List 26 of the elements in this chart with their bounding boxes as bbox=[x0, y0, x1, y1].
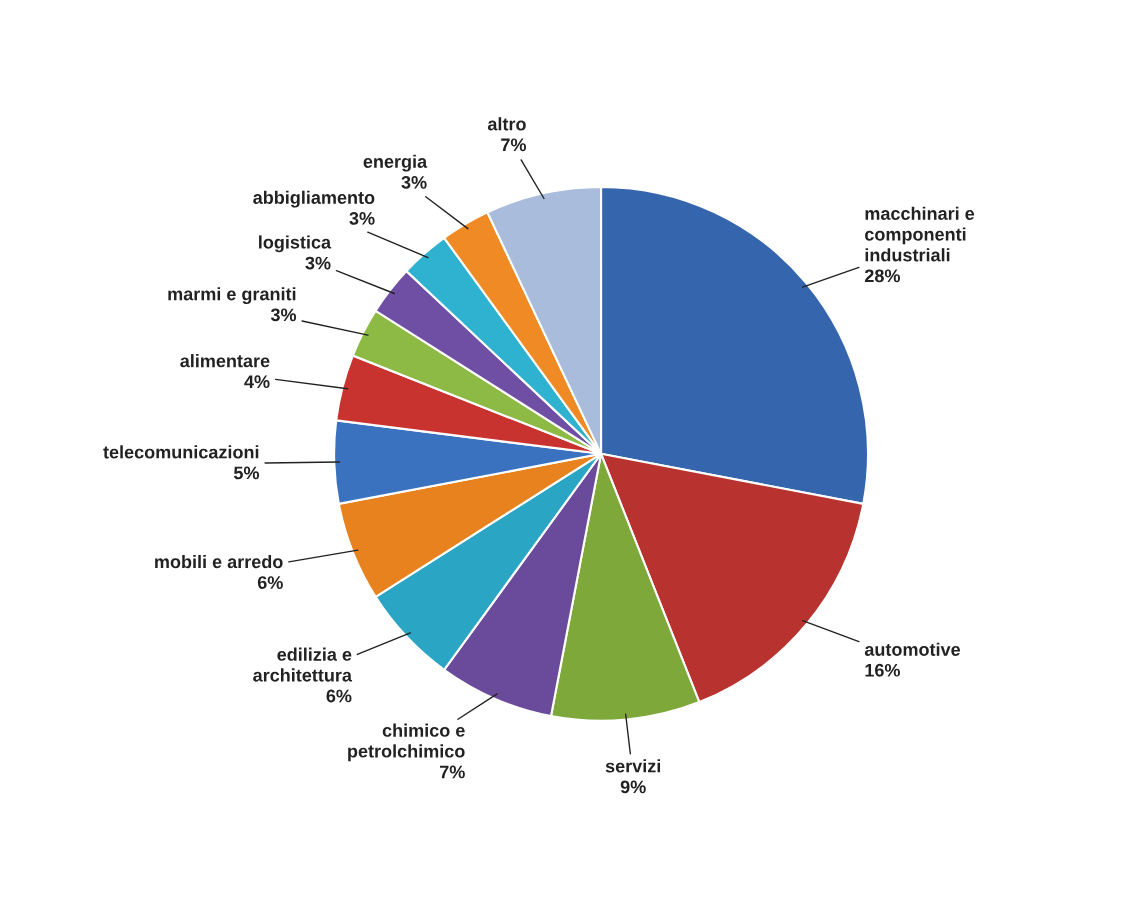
data-label: 3% bbox=[401, 175, 427, 189]
data-label: 9% bbox=[620, 780, 646, 794]
slice-label: chimico e petrolchimico bbox=[348, 723, 465, 762]
slice-label: alimentare bbox=[180, 354, 270, 368]
data-label: 6% bbox=[257, 576, 283, 589]
data-label: 16% bbox=[865, 663, 900, 677]
slice-label: telecomunicazioni bbox=[103, 445, 259, 459]
slice-label: logistica bbox=[259, 235, 332, 253]
slice-label: servizi bbox=[605, 759, 661, 773]
slice-label: abbigliamento bbox=[253, 190, 375, 208]
slice-label: automotive bbox=[864, 642, 961, 656]
slice-label: mobili e arredo bbox=[155, 554, 283, 569]
data-label: 7% bbox=[501, 138, 527, 152]
slice-label: altro bbox=[487, 117, 526, 131]
data-label: 6% bbox=[326, 689, 352, 703]
slice-label: energia bbox=[363, 154, 428, 172]
slice-label: edilizia e architettura bbox=[253, 647, 353, 682]
data-label: 3% bbox=[305, 256, 331, 270]
data-label: 7% bbox=[440, 765, 465, 779]
data-label: 28% bbox=[864, 269, 900, 283]
slice-label: macchinari e componenti industriali bbox=[865, 206, 975, 262]
data-label: 4% bbox=[244, 375, 270, 389]
data-label: 3% bbox=[270, 308, 297, 322]
data-label: 3% bbox=[349, 212, 375, 225]
data-label: 5% bbox=[233, 466, 260, 480]
slice-label: marmi e graniti bbox=[168, 287, 296, 305]
